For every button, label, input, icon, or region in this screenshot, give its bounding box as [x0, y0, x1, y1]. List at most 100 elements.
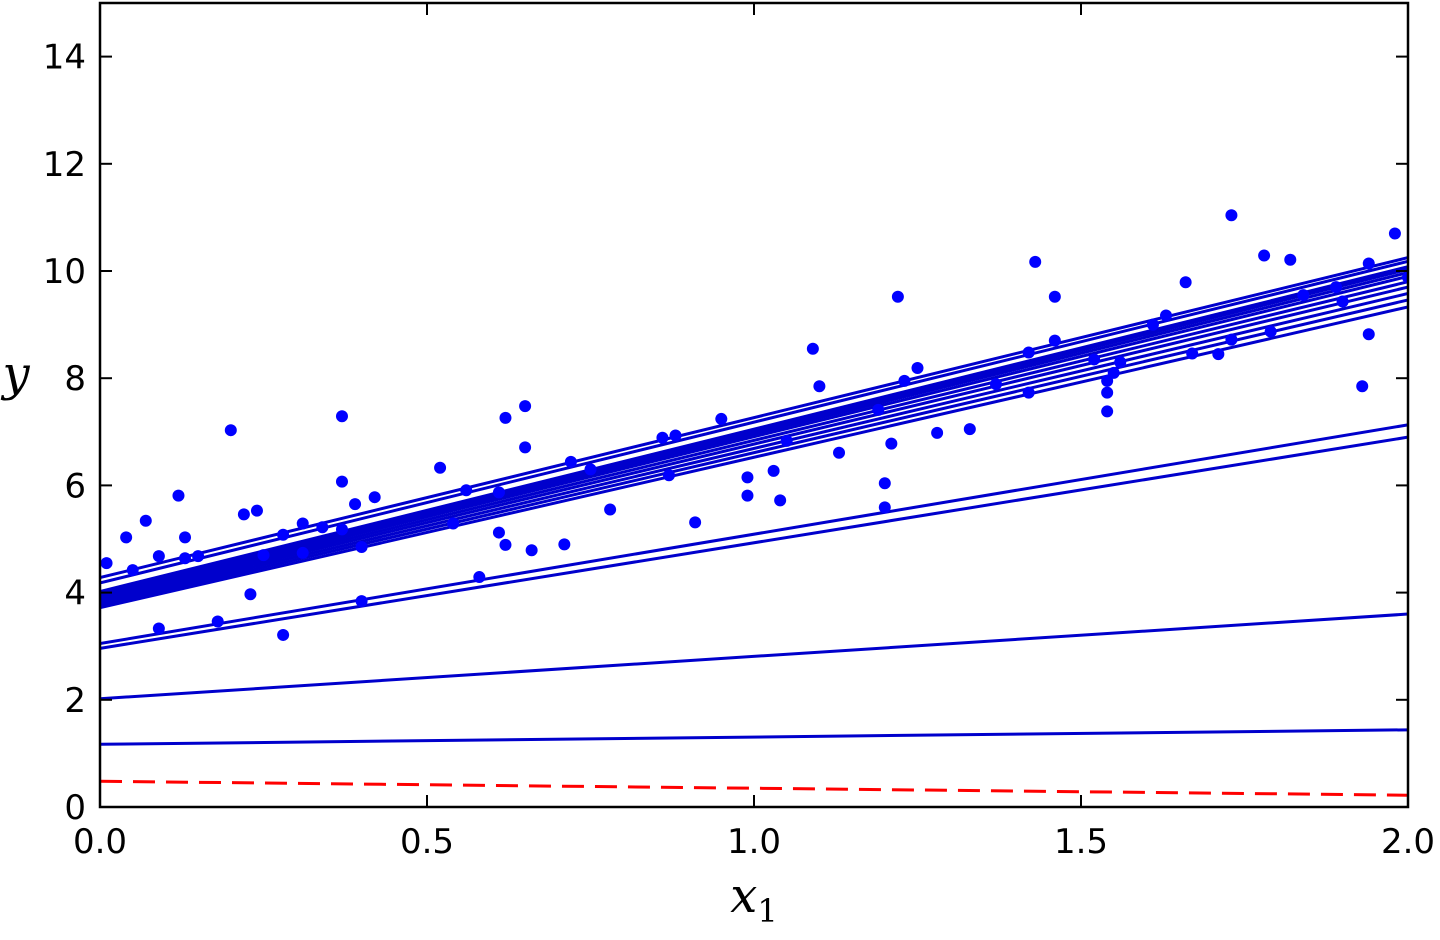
data-point [296, 546, 309, 559]
data-point [558, 538, 571, 551]
data-point [669, 429, 682, 442]
data-point [349, 498, 362, 511]
data-point [1101, 374, 1114, 387]
data-point [296, 517, 309, 530]
data-point [833, 446, 846, 459]
data-point [1114, 356, 1127, 369]
data-point [152, 622, 165, 635]
prediction-line [100, 728, 1408, 746]
data-point [519, 400, 532, 413]
prediction-line [100, 265, 1408, 593]
data-point [1101, 405, 1114, 418]
x-tick-label: 1.5 [1054, 822, 1108, 862]
data-point [100, 557, 113, 570]
data-point [872, 403, 885, 416]
data-point [767, 464, 780, 477]
y-tick-label: 10 [43, 252, 86, 292]
data-point [898, 374, 911, 387]
data-point [224, 424, 237, 437]
data-point [1402, 271, 1408, 284]
y-tick-label: 14 [43, 38, 86, 78]
data-point [1022, 386, 1035, 399]
data-point [1362, 328, 1375, 341]
data-point [1101, 386, 1114, 399]
data-point [715, 412, 728, 425]
data-point [1297, 289, 1310, 302]
data-point [277, 528, 290, 541]
data-point [1258, 249, 1271, 262]
prediction-line [100, 285, 1408, 603]
prediction-line [100, 271, 1408, 597]
data-point [806, 342, 819, 355]
x-tick-label: 0.0 [73, 822, 127, 862]
data-point [1029, 255, 1042, 268]
data-point [355, 595, 368, 608]
data-point [1107, 366, 1120, 379]
data-point [335, 523, 348, 536]
data-point [1284, 253, 1297, 266]
data-point [1356, 380, 1369, 393]
prediction-line [100, 423, 1408, 645]
data-point [152, 550, 165, 563]
x-axis-label: x1 [730, 868, 777, 930]
data-point [499, 538, 512, 551]
data-point [499, 411, 512, 424]
data-point [1146, 318, 1159, 331]
data-point [1048, 290, 1061, 303]
data-point [120, 531, 133, 544]
data-point [368, 491, 381, 504]
data-point [519, 441, 532, 454]
data-point [878, 501, 891, 514]
data-point [335, 475, 348, 488]
data-point [250, 504, 263, 517]
data-point [1336, 295, 1349, 308]
data-point [1022, 346, 1035, 359]
prediction-line [100, 274, 1408, 599]
data-point [277, 628, 290, 641]
data-point [584, 463, 597, 476]
data-point [1048, 334, 1061, 347]
prediction-line [100, 267, 1408, 596]
data-point [963, 423, 976, 436]
y-tick-label: 8 [64, 359, 86, 399]
data-point [891, 290, 904, 303]
data-point [878, 477, 891, 490]
data-point [335, 410, 348, 423]
y-tick-label: 2 [64, 681, 86, 721]
y-tick-label: 0 [64, 788, 86, 828]
data-point [662, 469, 675, 482]
data-point [1388, 227, 1401, 240]
data-point [741, 489, 754, 502]
y-axis-label: y [0, 346, 30, 402]
data-point [604, 503, 617, 516]
prediction-line [100, 298, 1408, 607]
data-point [355, 541, 368, 554]
data-point [741, 471, 754, 484]
data-point [237, 508, 250, 521]
y-tick-label: 6 [64, 466, 86, 506]
data-point [989, 378, 1002, 391]
x-tick-label: 1.0 [727, 822, 781, 862]
data-point [885, 437, 898, 450]
data-point [774, 494, 787, 507]
data-point [1088, 353, 1101, 366]
y-tick-label: 12 [43, 145, 86, 185]
prediction-line [100, 280, 1408, 601]
x-tick-label: 0.5 [400, 822, 454, 862]
prediction-line [100, 256, 1408, 580]
data-point [257, 549, 270, 562]
data-point [492, 526, 505, 539]
data-point [1186, 347, 1199, 360]
data-point [179, 552, 192, 565]
data-point [1179, 276, 1192, 289]
axis-ticks: 0.0 0.5 1.0 1.5 2.0 0 2 4 6 8 10 12 14 [43, 3, 1435, 862]
data-point [460, 484, 473, 497]
data-point [316, 521, 329, 534]
initial-prediction-line [100, 779, 1408, 797]
data-point [1212, 348, 1225, 361]
prediction-line [100, 435, 1408, 650]
data-point [211, 615, 224, 628]
data-point [244, 588, 257, 601]
data-point [473, 571, 486, 584]
